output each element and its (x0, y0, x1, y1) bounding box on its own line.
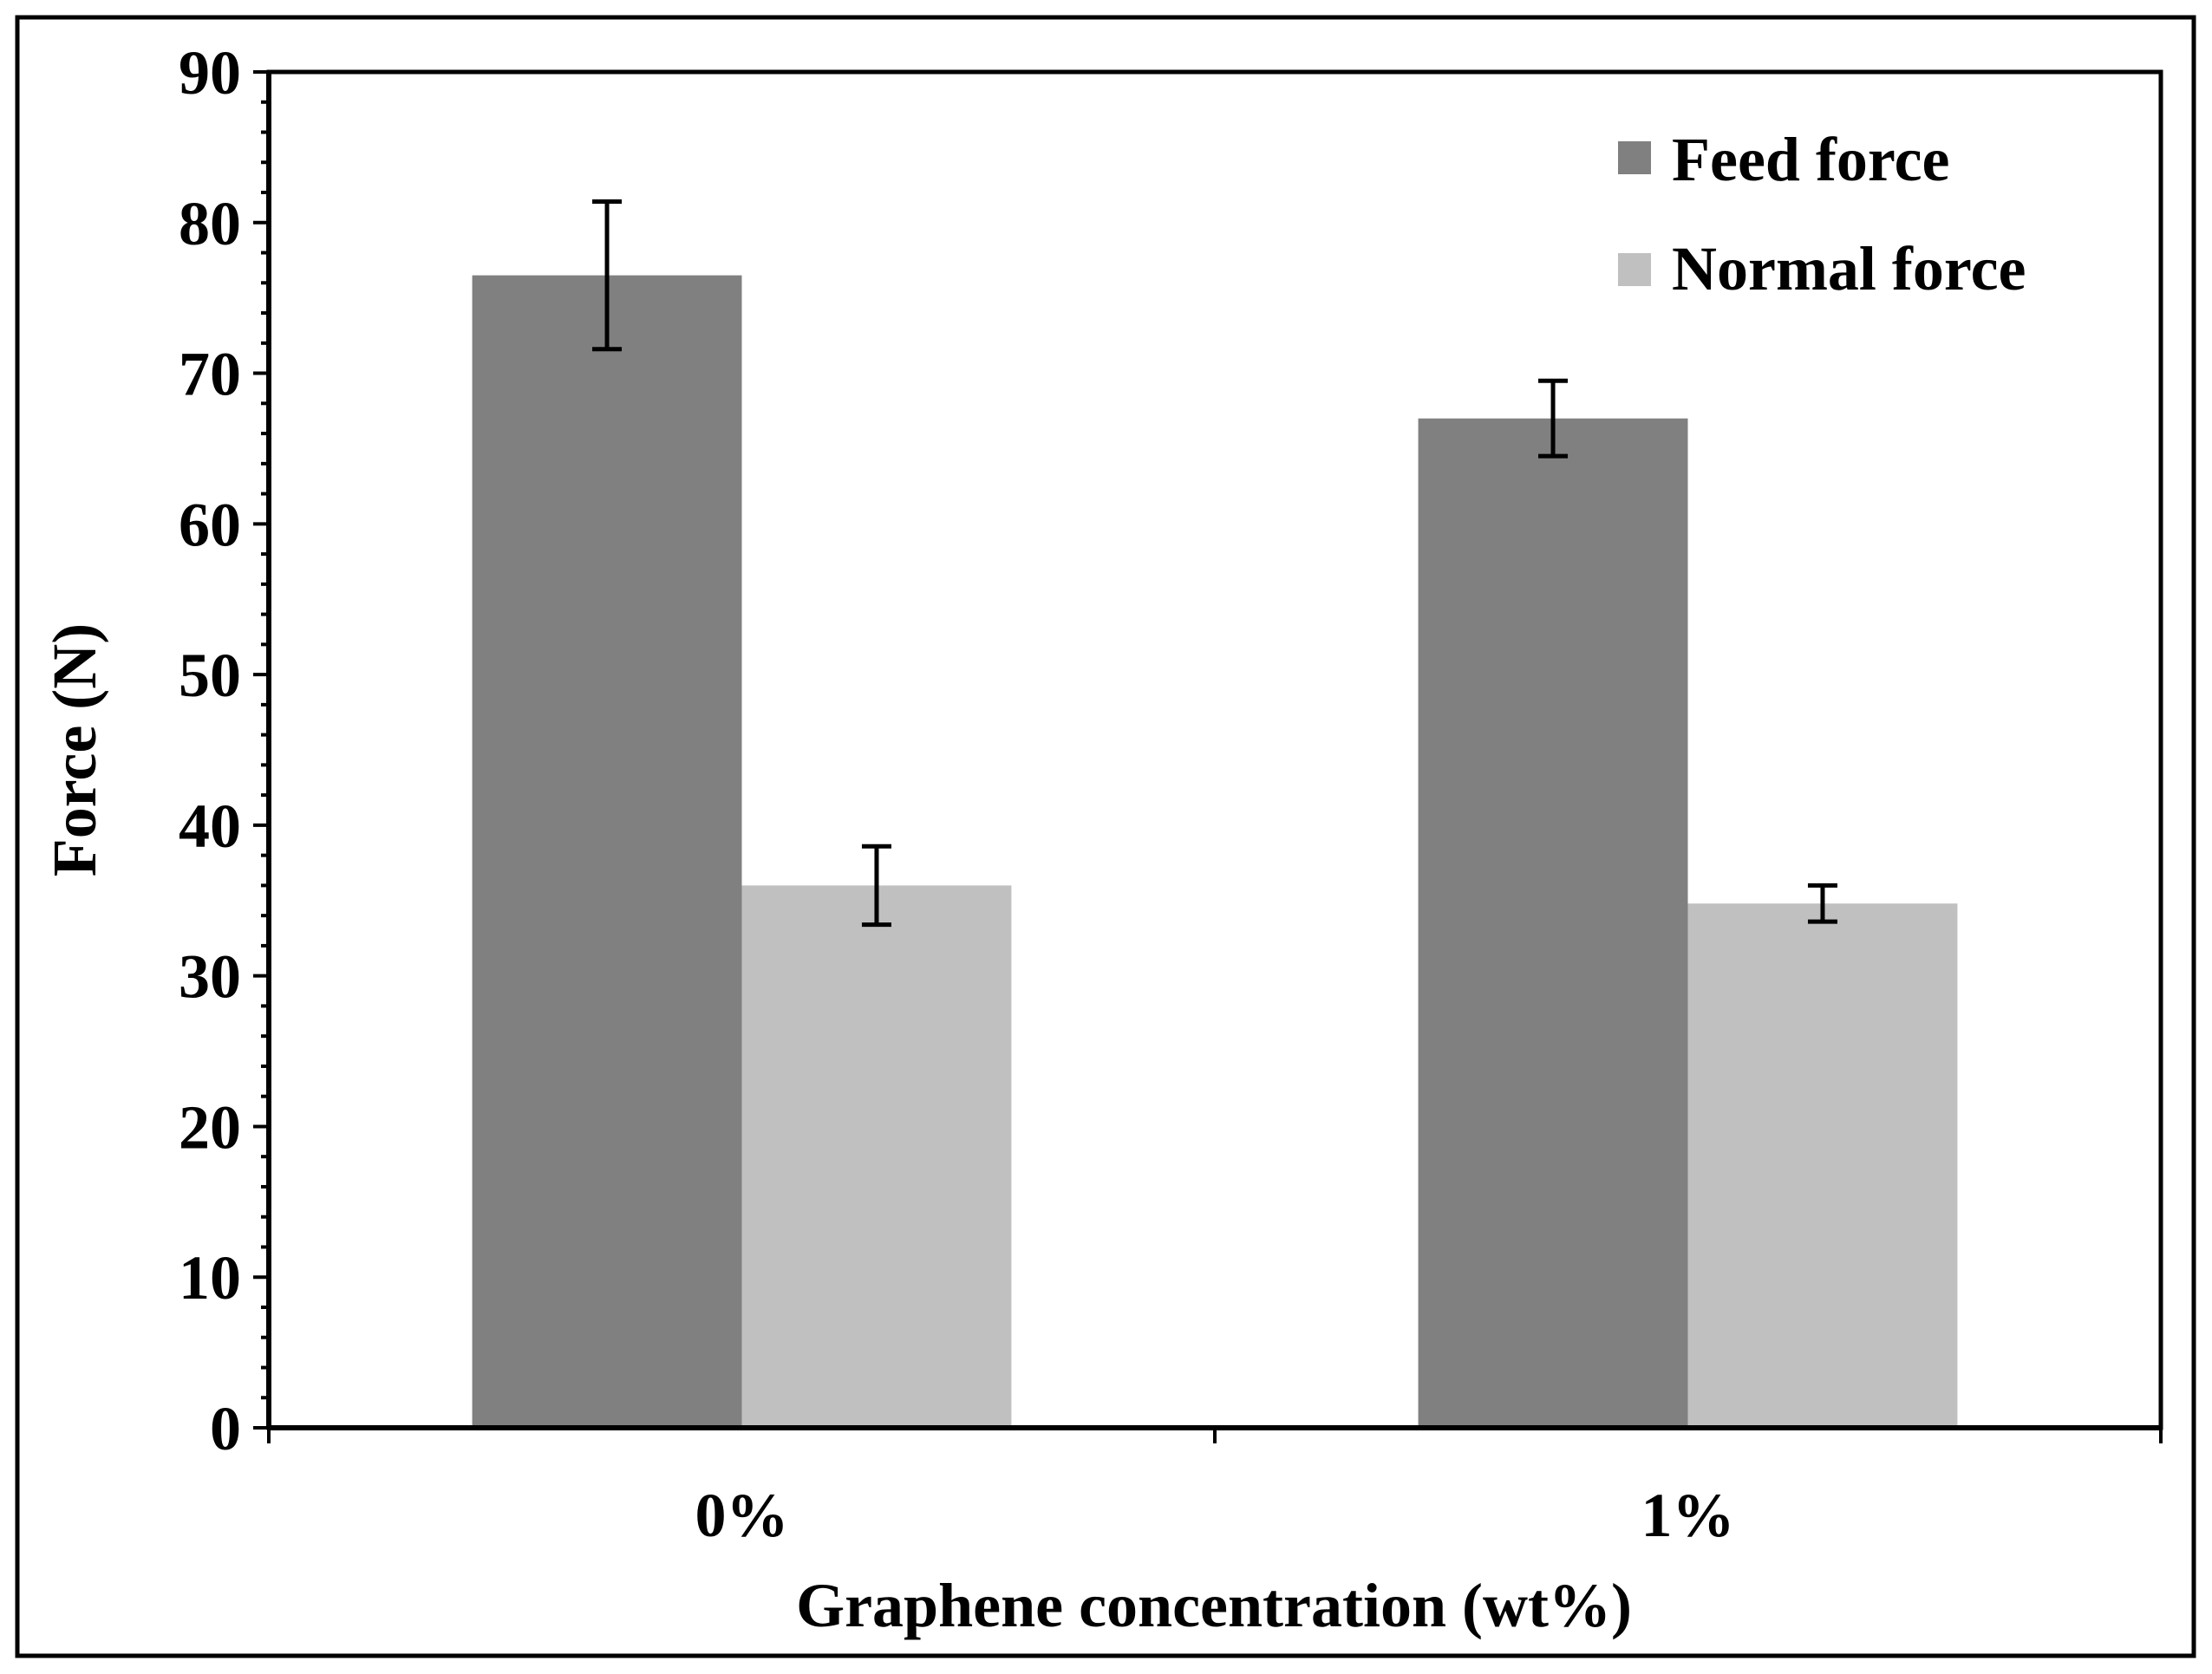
y-tick-label: 90 (179, 38, 241, 107)
x-tick-label: 0% (695, 1481, 789, 1550)
y-tick-label: 80 (179, 189, 241, 258)
x-axis: 0% 1% (267, 1425, 2163, 1550)
legend-swatch-normal-force (1618, 253, 1651, 286)
y-axis-title: Force (N) (40, 623, 109, 877)
bar-feed-force (472, 275, 742, 1429)
y-tick-label: 10 (179, 1243, 241, 1312)
error-bars-layer (592, 199, 1837, 928)
error-bar-feed-force (1538, 378, 1569, 459)
bar-normal-force (741, 885, 1012, 1428)
legend: Feed force Normal force (1618, 125, 2026, 303)
legend-item-feed-force: Feed force (1618, 125, 1949, 194)
y-tick-label: 50 (179, 641, 241, 710)
bar-feed-force (1418, 418, 1688, 1428)
legend-label-normal-force: Normal force (1672, 234, 2026, 303)
legend-label-feed-force: Feed force (1672, 125, 1949, 194)
y-tick-label: 60 (179, 490, 241, 559)
x-axis-title: Graphene concentration (wt%) (796, 1571, 1632, 1640)
legend-item-normal-force: Normal force (1618, 234, 2026, 303)
error-bar-normal-force (1807, 883, 1837, 924)
error-bar-feed-force (592, 199, 623, 352)
y-axis: 0 10 20 30 40 50 60 70 80 90 (179, 38, 271, 1463)
error-bar-normal-force (861, 844, 891, 928)
y-tick-label: 20 (179, 1092, 241, 1162)
y-tick-label: 30 (179, 942, 241, 1012)
bars-layer (472, 275, 1958, 1429)
y-tick-label: 0 (210, 1394, 241, 1463)
x-tick-label: 1% (1641, 1481, 1735, 1550)
bar-normal-force (1687, 903, 1958, 1428)
y-tick-label: 40 (179, 791, 241, 861)
legend-swatch-feed-force (1618, 141, 1651, 174)
y-tick-label: 70 (179, 340, 241, 409)
